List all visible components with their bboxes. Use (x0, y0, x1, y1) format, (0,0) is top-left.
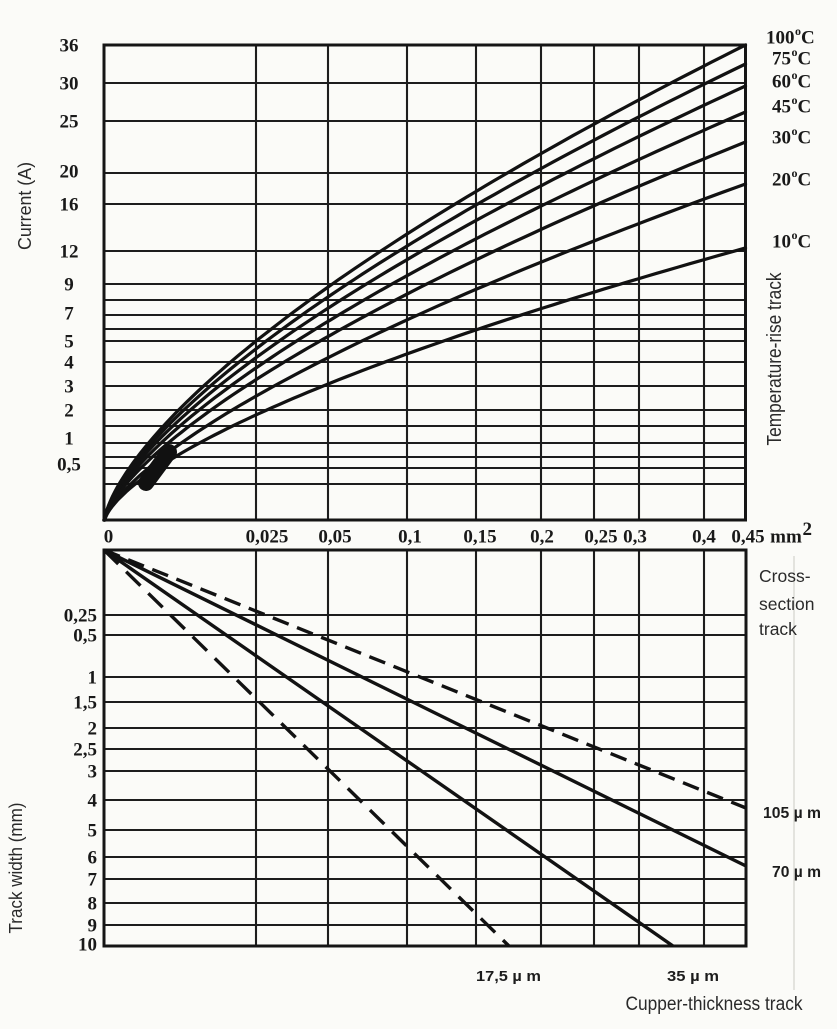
svg-text:7: 7 (64, 304, 74, 325)
svg-text:0,025: 0,025 (246, 527, 289, 548)
svg-text:1,5: 1,5 (73, 693, 97, 714)
svg-text:0,5: 0,5 (73, 626, 97, 647)
svg-text:Current (A): Current (A) (15, 162, 35, 250)
svg-text:12: 12 (60, 242, 79, 263)
svg-text:5: 5 (88, 821, 98, 842)
svg-text:45oC: 45oC (772, 93, 811, 118)
svg-text:Track width (mm): Track width (mm) (6, 803, 26, 934)
svg-text:1: 1 (64, 429, 74, 450)
svg-text:2: 2 (803, 519, 813, 540)
svg-text:105 µ m: 105 µ m (763, 805, 821, 822)
svg-text:0,45: 0,45 (731, 527, 764, 548)
svg-text:Temperature-rise track: Temperature-rise track (764, 272, 786, 446)
svg-text:60oC: 60oC (772, 68, 811, 93)
svg-text:0,25: 0,25 (584, 527, 617, 548)
svg-text:7: 7 (88, 870, 98, 891)
svg-text:20: 20 (60, 162, 79, 183)
svg-text:17,5 µ m: 17,5 µ m (476, 968, 541, 985)
svg-text:mm: mm (770, 527, 802, 548)
svg-text:0,1: 0,1 (398, 527, 422, 548)
svg-text:10: 10 (78, 935, 97, 956)
svg-text:Cross-: Cross- (759, 566, 811, 586)
svg-text:35 µ m: 35 µ m (667, 968, 719, 985)
svg-text:2: 2 (64, 401, 74, 422)
svg-text:9: 9 (88, 916, 98, 937)
svg-text:2,5: 2,5 (73, 740, 97, 761)
svg-text:2: 2 (88, 719, 98, 740)
svg-text:0,5: 0,5 (57, 455, 81, 476)
svg-text:4: 4 (64, 353, 74, 374)
svg-text:9: 9 (64, 275, 74, 296)
svg-text:70 µ m: 70 µ m (772, 864, 821, 881)
svg-text:0,05: 0,05 (318, 527, 351, 548)
svg-text:8: 8 (88, 894, 98, 915)
svg-text:0,3: 0,3 (623, 527, 647, 548)
svg-text:6: 6 (88, 848, 98, 869)
svg-text:section: section (759, 594, 814, 614)
svg-text:25: 25 (60, 112, 79, 133)
svg-text:30: 30 (60, 74, 79, 95)
svg-text:4: 4 (88, 791, 98, 812)
svg-text:0,25: 0,25 (64, 606, 97, 627)
svg-text:0,2: 0,2 (530, 527, 554, 548)
svg-text:1: 1 (88, 668, 98, 689)
svg-text:track: track (759, 619, 797, 639)
svg-text:0,4: 0,4 (692, 527, 716, 548)
svg-text:100oC: 100oC (766, 24, 815, 49)
svg-text:3: 3 (64, 377, 74, 398)
svg-text:5: 5 (64, 332, 74, 353)
svg-text:0: 0 (104, 527, 114, 548)
svg-text:36: 36 (60, 36, 79, 57)
svg-text:Cupper-thickness track: Cupper-thickness track (626, 994, 803, 1015)
svg-text:16: 16 (60, 195, 79, 216)
svg-text:0,15: 0,15 (463, 527, 496, 548)
svg-text:3: 3 (88, 762, 98, 783)
